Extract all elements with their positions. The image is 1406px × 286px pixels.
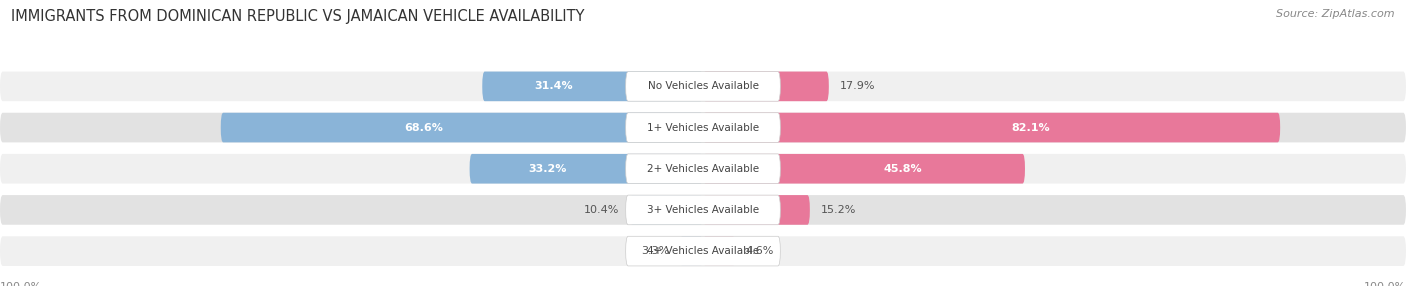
Text: 1+ Vehicles Available: 1+ Vehicles Available: [647, 123, 759, 132]
FancyBboxPatch shape: [470, 154, 703, 184]
FancyBboxPatch shape: [703, 236, 735, 266]
FancyBboxPatch shape: [626, 154, 780, 184]
FancyBboxPatch shape: [626, 236, 780, 266]
FancyBboxPatch shape: [703, 113, 1281, 142]
Text: 45.8%: 45.8%: [883, 164, 922, 174]
FancyBboxPatch shape: [221, 113, 703, 142]
FancyBboxPatch shape: [703, 195, 810, 225]
FancyBboxPatch shape: [626, 72, 780, 101]
Text: 31.4%: 31.4%: [534, 82, 574, 91]
Text: 10.4%: 10.4%: [583, 205, 619, 215]
Text: 17.9%: 17.9%: [839, 82, 875, 91]
Text: 3.3%: 3.3%: [641, 246, 669, 256]
Text: 2+ Vehicles Available: 2+ Vehicles Available: [647, 164, 759, 174]
Text: 100.0%: 100.0%: [1364, 282, 1406, 286]
Text: 82.1%: 82.1%: [1011, 123, 1049, 132]
FancyBboxPatch shape: [0, 236, 1406, 266]
Text: IMMIGRANTS FROM DOMINICAN REPUBLIC VS JAMAICAN VEHICLE AVAILABILITY: IMMIGRANTS FROM DOMINICAN REPUBLIC VS JA…: [11, 9, 585, 23]
FancyBboxPatch shape: [0, 195, 1406, 225]
FancyBboxPatch shape: [626, 113, 780, 142]
Text: 100.0%: 100.0%: [0, 282, 42, 286]
Text: No Vehicles Available: No Vehicles Available: [648, 82, 758, 91]
FancyBboxPatch shape: [482, 72, 703, 101]
FancyBboxPatch shape: [630, 195, 703, 225]
Text: Source: ZipAtlas.com: Source: ZipAtlas.com: [1277, 9, 1395, 19]
FancyBboxPatch shape: [0, 72, 1406, 101]
Text: 4.6%: 4.6%: [747, 246, 775, 256]
FancyBboxPatch shape: [626, 195, 780, 225]
FancyBboxPatch shape: [703, 72, 830, 101]
Text: 33.2%: 33.2%: [529, 164, 567, 174]
Text: 68.6%: 68.6%: [404, 123, 443, 132]
FancyBboxPatch shape: [0, 113, 1406, 142]
FancyBboxPatch shape: [0, 154, 1406, 184]
Text: 15.2%: 15.2%: [821, 205, 856, 215]
FancyBboxPatch shape: [703, 154, 1025, 184]
FancyBboxPatch shape: [681, 236, 703, 266]
Text: 3+ Vehicles Available: 3+ Vehicles Available: [647, 205, 759, 215]
Text: 4+ Vehicles Available: 4+ Vehicles Available: [647, 246, 759, 256]
